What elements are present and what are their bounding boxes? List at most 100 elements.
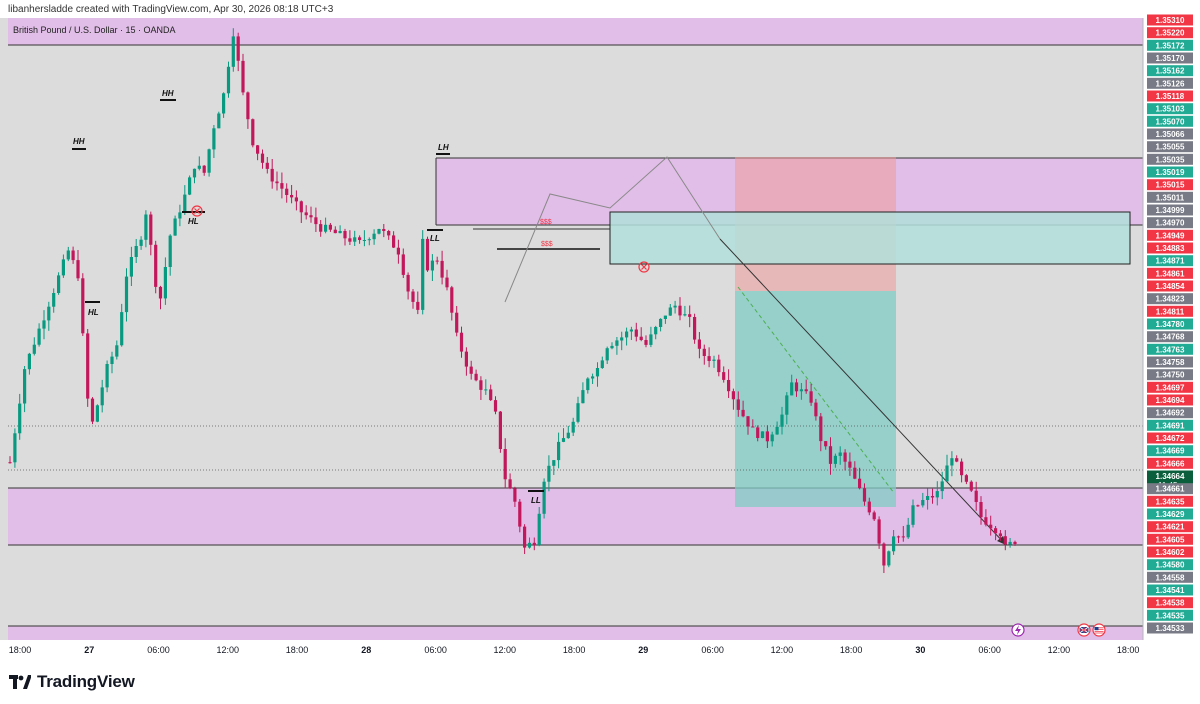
- candle-body: [537, 513, 541, 546]
- price-label-box: [1147, 356, 1193, 368]
- candle-body: [294, 197, 298, 202]
- candle-body: [348, 238, 352, 242]
- time-tick-label: 18:00: [286, 645, 309, 655]
- price-label: 1.34672: [1156, 434, 1185, 443]
- order-block-box[interactable]: [609, 211, 1131, 265]
- candle-body: [566, 432, 570, 439]
- candle-body: [809, 391, 813, 403]
- candle-body: [124, 276, 129, 313]
- candle-body: [158, 286, 163, 299]
- candle-body: [95, 405, 99, 422]
- candle-body: [775, 426, 779, 435]
- annotation-ll-1: LL: [430, 234, 440, 243]
- candle-body: [756, 427, 760, 438]
- candle-body: [489, 389, 493, 401]
- candle-body: [202, 165, 206, 173]
- candle-body: [324, 224, 328, 232]
- candle-body: [576, 403, 580, 422]
- candle-body: [173, 218, 177, 236]
- candle-body: [659, 318, 663, 327]
- price-label-box: [1147, 533, 1193, 545]
- time-ticks-group: 18:00 27 06:00 12:00 18:00 28 06:00 12:00 18:00 2…: [9, 645, 1140, 655]
- trade-dashed-line: [737, 286, 895, 494]
- price-label-box: [1147, 65, 1193, 77]
- price-label-box: [1147, 318, 1193, 330]
- price-label-box: [1147, 293, 1193, 305]
- candle-body: [702, 348, 706, 356]
- candle-body: [18, 403, 22, 434]
- candle-body: [105, 364, 109, 388]
- price-label: 1.35015: [1156, 181, 1185, 190]
- annotation-hl-1: HL: [88, 308, 99, 317]
- price-label-box: [1147, 77, 1193, 89]
- candle-body: [1013, 541, 1017, 544]
- price-labels-group: 1.35310 1.35220 1.35172 1.35170 1.35162 1.351…: [1147, 14, 1193, 634]
- price-label-box: [1147, 52, 1193, 64]
- time-tick-label: 18:00: [9, 645, 32, 655]
- price-label: 1.34602: [1156, 548, 1185, 557]
- price-chart[interactable]: HH HH HL HL LH LL LL $$$ $$$ 1.353101.35…: [0, 0, 1200, 660]
- candle-body: [110, 356, 114, 364]
- time-tick-label: 12:00: [771, 645, 794, 655]
- price-label: 1.35035: [1156, 155, 1185, 164]
- annotation-ll-2: LL: [531, 496, 541, 505]
- candle-body: [814, 402, 818, 417]
- candle-body: [8, 462, 12, 464]
- price-label: 1.34629: [1156, 510, 1185, 519]
- candle-body: [887, 551, 891, 566]
- uk-flag-icon[interactable]: [1077, 623, 1091, 637]
- time-axis[interactable]: [0, 640, 1143, 660]
- candle-body: [362, 240, 366, 241]
- symbol-label[interactable]: British Pound / U.S. Dollar · 15 · OANDA: [13, 25, 176, 35]
- price-label-box: [1147, 546, 1193, 558]
- top-bar: libanhersladde created with TradingView.…: [0, 0, 1200, 18]
- price-label-box: [1147, 229, 1193, 241]
- candle-body: [469, 366, 473, 374]
- price-label-box: [1147, 267, 1193, 279]
- candle-body: [780, 414, 784, 427]
- candle-body: [523, 526, 527, 548]
- tradingview-logo: TradingView: [9, 672, 135, 692]
- us-flag-icon[interactable]: [1092, 623, 1106, 637]
- price-label-box: [1147, 407, 1193, 419]
- footer: [0, 660, 1200, 704]
- candle-body: [862, 488, 867, 502]
- candle-body: [848, 461, 852, 468]
- candle-body: [207, 149, 211, 173]
- candle-body: [804, 389, 808, 392]
- candle-body: [154, 244, 158, 287]
- candle-body: [1008, 541, 1012, 545]
- candle-body: [192, 168, 197, 178]
- price-label-box: [1147, 242, 1193, 254]
- candle-body: [722, 372, 726, 380]
- time-tick-label: 18:00: [1117, 645, 1140, 655]
- candle-body: [1003, 536, 1007, 545]
- candle-body: [600, 360, 604, 368]
- candle-body: [561, 438, 566, 442]
- lightning-event-icon[interactable]: [1011, 623, 1025, 637]
- candle-body: [634, 329, 638, 337]
- candle-body: [435, 260, 439, 262]
- candle-body: [858, 478, 862, 489]
- candle-body: [620, 337, 624, 341]
- price-label: 1.34669: [1156, 447, 1185, 456]
- price-label: 1.34621: [1156, 523, 1185, 532]
- price-label-box: [1147, 419, 1193, 431]
- candle-body: [459, 332, 464, 352]
- candle-body: [683, 314, 687, 316]
- candle-body: [654, 327, 658, 335]
- annotation-liquidity-1: $$$: [540, 219, 552, 226]
- price-label: 1.35126: [1156, 79, 1185, 88]
- candle-body: [571, 421, 575, 433]
- candle-body: [595, 368, 600, 377]
- candle-body: [299, 201, 303, 213]
- annotation-hl-2: HL: [188, 217, 199, 226]
- candle-body: [916, 505, 920, 507]
- credit-text: libanhersladde created with TradingView.…: [8, 4, 334, 15]
- candle-body: [629, 329, 633, 332]
- candle-body: [552, 460, 556, 466]
- candle-body: [712, 359, 716, 361]
- candle-body: [688, 314, 692, 317]
- candle-body: [644, 340, 648, 345]
- candle-body: [945, 465, 949, 482]
